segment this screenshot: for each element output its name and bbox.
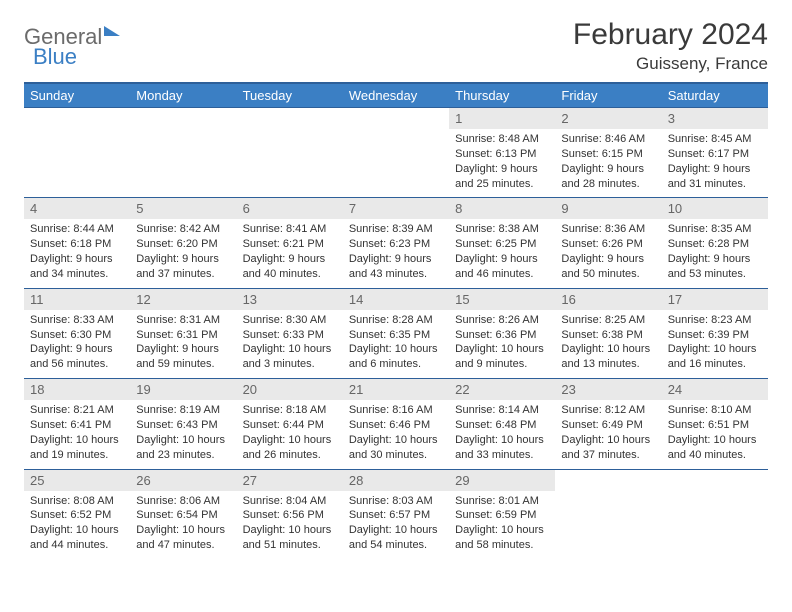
day-number-cell: 13 — [237, 288, 343, 310]
day-info-cell: Sunrise: 8:33 AMSunset: 6:30 PMDaylight:… — [24, 310, 130, 379]
day-info-cell: Sunrise: 8:42 AMSunset: 6:20 PMDaylight:… — [130, 219, 236, 288]
day-info-cell: Sunrise: 8:38 AMSunset: 6:25 PMDaylight:… — [449, 219, 555, 288]
weekday-header-row: SundayMondayTuesdayWednesdayThursdayFrid… — [24, 83, 768, 108]
logo-triangle-icon — [104, 26, 120, 36]
day-number-cell: 6 — [237, 198, 343, 220]
day-number-cell — [24, 108, 130, 130]
day-info-row: Sunrise: 8:21 AMSunset: 6:41 PMDaylight:… — [24, 400, 768, 469]
day-number-cell: 24 — [662, 379, 768, 401]
calendar-body: 123Sunrise: 8:48 AMSunset: 6:13 PMDaylig… — [24, 108, 768, 559]
day-number-cell: 8 — [449, 198, 555, 220]
day-info-cell: Sunrise: 8:44 AMSunset: 6:18 PMDaylight:… — [24, 219, 130, 288]
day-info-cell: Sunrise: 8:14 AMSunset: 6:48 PMDaylight:… — [449, 400, 555, 469]
day-info-cell: Sunrise: 8:28 AMSunset: 6:35 PMDaylight:… — [343, 310, 449, 379]
month-title: February 2024 — [573, 18, 768, 52]
day-info-row: Sunrise: 8:08 AMSunset: 6:52 PMDaylight:… — [24, 491, 768, 559]
weekday-header: Tuesday — [237, 83, 343, 108]
day-info-cell: Sunrise: 8:06 AMSunset: 6:54 PMDaylight:… — [130, 491, 236, 559]
day-number-cell: 16 — [555, 288, 661, 310]
day-number-cell: 7 — [343, 198, 449, 220]
day-info-cell — [237, 129, 343, 198]
day-info-cell: Sunrise: 8:48 AMSunset: 6:13 PMDaylight:… — [449, 129, 555, 198]
day-number-cell: 22 — [449, 379, 555, 401]
day-number-cell: 4 — [24, 198, 130, 220]
day-info-cell: Sunrise: 8:25 AMSunset: 6:38 PMDaylight:… — [555, 310, 661, 379]
day-number-cell — [662, 469, 768, 491]
day-number-row: 18192021222324 — [24, 379, 768, 401]
day-number-cell: 14 — [343, 288, 449, 310]
day-info-cell: Sunrise: 8:12 AMSunset: 6:49 PMDaylight:… — [555, 400, 661, 469]
day-number-cell: 25 — [24, 469, 130, 491]
day-number-cell: 23 — [555, 379, 661, 401]
day-info-row: Sunrise: 8:33 AMSunset: 6:30 PMDaylight:… — [24, 310, 768, 379]
day-number-cell: 29 — [449, 469, 555, 491]
day-info-cell — [343, 129, 449, 198]
day-info-cell: Sunrise: 8:04 AMSunset: 6:56 PMDaylight:… — [237, 491, 343, 559]
day-info-cell — [24, 129, 130, 198]
day-number-cell: 1 — [449, 108, 555, 130]
weekday-header: Saturday — [662, 83, 768, 108]
day-number-cell: 11 — [24, 288, 130, 310]
day-info-cell: Sunrise: 8:08 AMSunset: 6:52 PMDaylight:… — [24, 491, 130, 559]
day-info-cell: Sunrise: 8:41 AMSunset: 6:21 PMDaylight:… — [237, 219, 343, 288]
day-info-cell: Sunrise: 8:31 AMSunset: 6:31 PMDaylight:… — [130, 310, 236, 379]
day-number-cell: 28 — [343, 469, 449, 491]
weekday-header: Monday — [130, 83, 236, 108]
day-info-cell: Sunrise: 8:01 AMSunset: 6:59 PMDaylight:… — [449, 491, 555, 559]
day-number-row: 2526272829 — [24, 469, 768, 491]
day-number-cell: 26 — [130, 469, 236, 491]
day-info-cell: Sunrise: 8:18 AMSunset: 6:44 PMDaylight:… — [237, 400, 343, 469]
day-number-cell: 3 — [662, 108, 768, 130]
weekday-header: Thursday — [449, 83, 555, 108]
day-info-cell: Sunrise: 8:45 AMSunset: 6:17 PMDaylight:… — [662, 129, 768, 198]
day-info-cell: Sunrise: 8:21 AMSunset: 6:41 PMDaylight:… — [24, 400, 130, 469]
day-number-cell: 17 — [662, 288, 768, 310]
header: General February 2024 Guisseny, France — [24, 18, 768, 74]
day-number-cell: 19 — [130, 379, 236, 401]
day-info-cell: Sunrise: 8:35 AMSunset: 6:28 PMDaylight:… — [662, 219, 768, 288]
day-number-cell: 15 — [449, 288, 555, 310]
day-number-cell: 27 — [237, 469, 343, 491]
day-info-cell: Sunrise: 8:19 AMSunset: 6:43 PMDaylight:… — [130, 400, 236, 469]
day-number-cell — [130, 108, 236, 130]
day-info-cell: Sunrise: 8:03 AMSunset: 6:57 PMDaylight:… — [343, 491, 449, 559]
day-number-cell: 10 — [662, 198, 768, 220]
day-info-cell — [662, 491, 768, 559]
day-number-cell — [237, 108, 343, 130]
day-info-cell: Sunrise: 8:30 AMSunset: 6:33 PMDaylight:… — [237, 310, 343, 379]
day-number-cell: 2 — [555, 108, 661, 130]
day-info-cell: Sunrise: 8:23 AMSunset: 6:39 PMDaylight:… — [662, 310, 768, 379]
logo-text-blue-wrap: Blue — [33, 44, 77, 70]
weekday-header: Friday — [555, 83, 661, 108]
calendar-table: SundayMondayTuesdayWednesdayThursdayFrid… — [24, 82, 768, 559]
day-info-cell: Sunrise: 8:39 AMSunset: 6:23 PMDaylight:… — [343, 219, 449, 288]
day-number-cell — [343, 108, 449, 130]
day-number-row: 11121314151617 — [24, 288, 768, 310]
day-number-cell: 18 — [24, 379, 130, 401]
day-info-cell: Sunrise: 8:46 AMSunset: 6:15 PMDaylight:… — [555, 129, 661, 198]
day-info-row: Sunrise: 8:44 AMSunset: 6:18 PMDaylight:… — [24, 219, 768, 288]
location: Guisseny, France — [573, 54, 768, 74]
day-number-cell: 9 — [555, 198, 661, 220]
day-number-row: 45678910 — [24, 198, 768, 220]
weekday-header: Wednesday — [343, 83, 449, 108]
day-info-cell — [130, 129, 236, 198]
day-number-row: 123 — [24, 108, 768, 130]
logo-text-blue: Blue — [33, 44, 77, 69]
day-info-row: Sunrise: 8:48 AMSunset: 6:13 PMDaylight:… — [24, 129, 768, 198]
day-info-cell: Sunrise: 8:26 AMSunset: 6:36 PMDaylight:… — [449, 310, 555, 379]
day-number-cell — [555, 469, 661, 491]
day-info-cell: Sunrise: 8:16 AMSunset: 6:46 PMDaylight:… — [343, 400, 449, 469]
day-number-cell: 21 — [343, 379, 449, 401]
title-block: February 2024 Guisseny, France — [573, 18, 768, 74]
day-info-cell — [555, 491, 661, 559]
day-number-cell: 12 — [130, 288, 236, 310]
day-info-cell: Sunrise: 8:10 AMSunset: 6:51 PMDaylight:… — [662, 400, 768, 469]
day-number-cell: 20 — [237, 379, 343, 401]
day-info-cell: Sunrise: 8:36 AMSunset: 6:26 PMDaylight:… — [555, 219, 661, 288]
day-number-cell: 5 — [130, 198, 236, 220]
weekday-header: Sunday — [24, 83, 130, 108]
